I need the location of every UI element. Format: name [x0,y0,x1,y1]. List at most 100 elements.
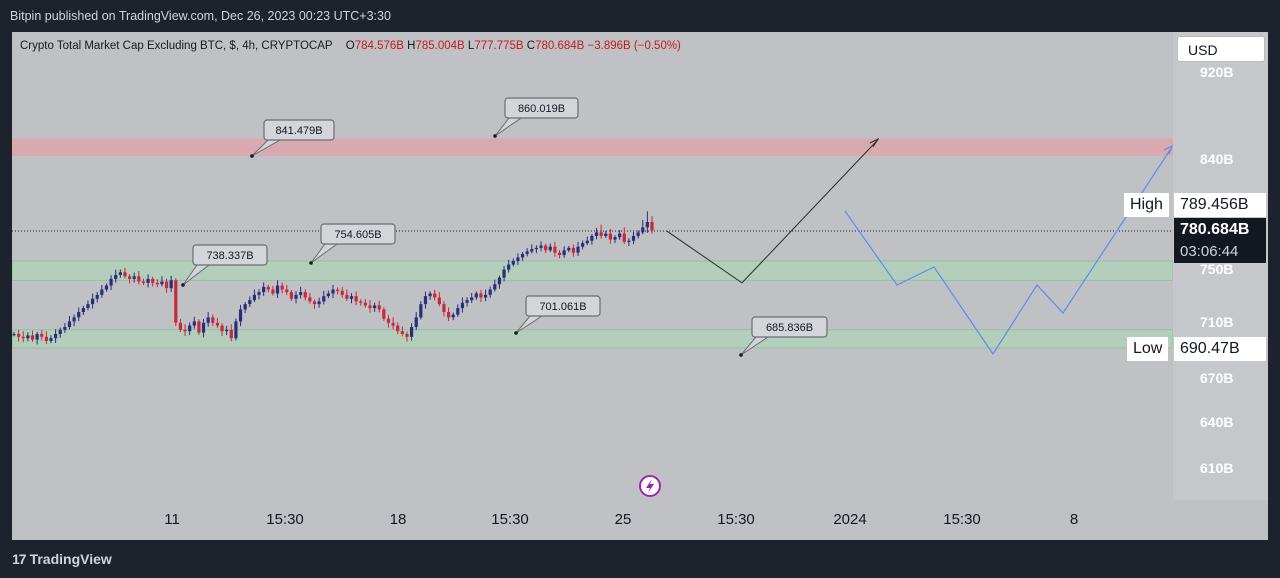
candle-body [349,296,354,299]
price-callout[interactable]: 860.019B [493,97,579,138]
candle-body [627,240,631,242]
candle-body [474,293,478,298]
callout-box [504,97,579,119]
candle-body [229,329,233,339]
time-label: 11 [164,511,180,528]
price-tick: 710B [1200,314,1234,330]
price-axis[interactable]: 920B 840B 750B 710B 670B 640B 610B [1173,32,1268,500]
candle-body [132,276,136,279]
candle-body [271,289,275,294]
candle-body [183,329,187,332]
candle-body [405,334,409,337]
candle-body [433,293,437,298]
candle-body [192,321,196,326]
currency-button[interactable]: USD [1177,36,1265,62]
candle-body [599,232,603,236]
candle-body [562,250,566,256]
candle-body [465,300,469,303]
callout-label: 841.479B [275,125,322,137]
candle-body [308,297,312,302]
candle-body [502,269,506,278]
lightning-icon[interactable] [639,475,661,497]
price-callout[interactable]: 685.836B [739,316,828,357]
time-label: 8 [1069,511,1079,528]
candle-body [40,334,44,337]
candle-body [146,278,150,283]
price-callout[interactable]: 738.337B [181,244,268,287]
candle-body [137,276,141,282]
callout-anchor [309,261,313,265]
candle-body [215,322,220,326]
candle-body [248,300,252,305]
tradingview-logo[interactable]: 17 TradingView [12,551,112,567]
arrow-head-icon [1163,144,1174,155]
candle-body [581,243,585,247]
candle-body [460,302,465,309]
price-tick: 750B [1200,261,1234,277]
chart-legend: Crypto Total Market Cap Excluding BTC, $… [20,40,681,52]
candle-body [590,235,594,241]
candle-body [442,304,446,313]
bar-countdown: 03:06:44 [1174,240,1266,263]
candle-body [539,245,543,248]
high-tag-label: High [1124,193,1169,217]
price-callout[interactable]: 754.605B [309,223,396,265]
candle-body [576,246,580,253]
candle-body [359,301,363,303]
candle-body [86,304,90,309]
candle-body [446,312,451,318]
time-axis[interactable]: 11 15:30 18 15:30 25 15:30 2024 15:30 8 [12,500,1268,540]
high-value: 785.004B [415,40,465,52]
time-label: 15:30 [266,511,304,528]
candle-body [585,240,589,244]
candle-body [386,318,391,323]
candle-body [67,321,72,327]
last-price-tag: 780.684B [1174,218,1266,242]
candle-body [594,232,599,236]
candle-body [54,334,58,339]
callout-label: 701.061B [539,301,586,313]
high-tag-value: 789.456B [1174,193,1266,217]
price-tick: 840B [1200,151,1234,167]
candle-body [571,247,576,253]
candle-body [391,322,395,326]
projection-path-dark [666,139,879,284]
candle-body [211,317,215,323]
candle-body [252,294,257,301]
price-tick: 610B [1200,460,1234,476]
candle-body [354,296,358,302]
candle-body [275,285,280,294]
candle-body [44,336,48,341]
price-chart[interactable]: 841.479B 860.019B 738.337B 754.605B 701.061B… [11,32,1174,500]
open-label: O [345,40,355,52]
high-label: H [407,40,416,52]
candle-body [636,232,640,236]
candle-body [336,289,340,291]
plot-area[interactable]: 841.479B 860.019B 738.337B 754.605B 701.061B… [11,32,1174,500]
candle-body [58,329,62,334]
low-tag-value: 690.47B [1174,337,1266,361]
candle-body [479,293,483,298]
close-value: 780.684B [535,40,585,52]
low-label: L [467,40,475,52]
candle-body [160,281,164,285]
candle-body [331,289,335,294]
candle-body [525,251,529,254]
candle-body [340,290,344,295]
candle-body [428,293,432,297]
brand-name: TradingView [29,551,112,567]
candle-body [451,314,455,318]
price-callout[interactable]: 701.061B [514,295,601,335]
candle-body [483,294,488,298]
candle-body [345,294,349,299]
price-callout[interactable]: 841.479B [250,119,335,158]
candle-body [243,304,247,310]
candle-body [35,334,39,340]
footer-bar: 17 TradingView [0,540,1280,578]
candle-body [317,301,321,305]
candle-body [174,280,178,323]
candle-body [77,312,81,318]
resistance-zone [12,138,1173,156]
candle-body [206,317,210,323]
candle-body [520,253,525,258]
